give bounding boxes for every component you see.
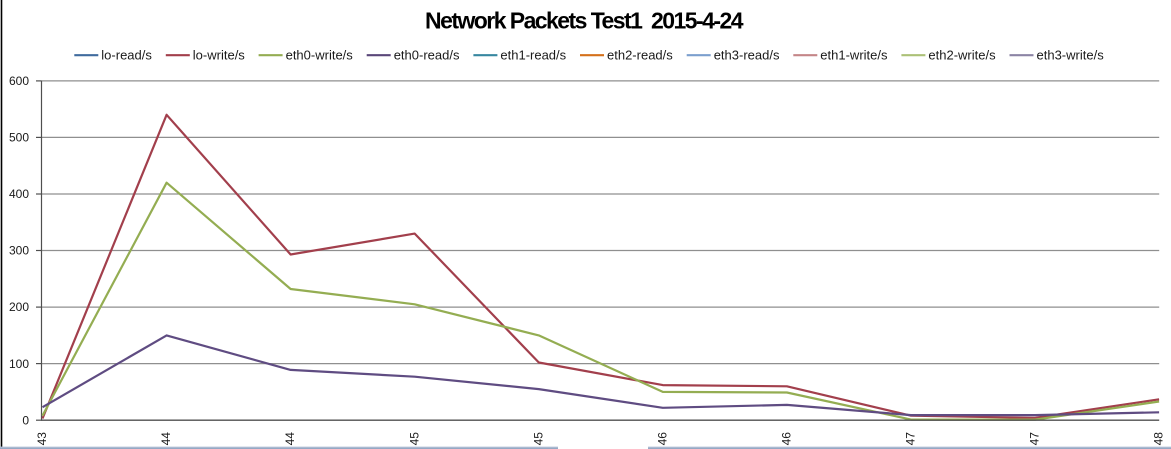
svg-text:100: 100 <box>9 357 29 371</box>
svg-text:44: 44 <box>283 432 297 446</box>
svg-text:eth0-read/s: eth0-read/s <box>394 48 460 63</box>
svg-text:45: 45 <box>407 432 421 446</box>
svg-text:Network Packets Test1 2015-4-: Network Packets Test1 2015-4-24 <box>425 8 744 34</box>
svg-text:47: 47 <box>904 432 918 446</box>
svg-text:500: 500 <box>9 131 29 145</box>
svg-text:48: 48 <box>1152 432 1166 446</box>
svg-text:eth0-write/s: eth0-write/s <box>286 48 354 63</box>
svg-text:46: 46 <box>655 432 669 446</box>
svg-text:300: 300 <box>9 244 29 258</box>
svg-text:44: 44 <box>159 432 173 446</box>
svg-text:eth3-read/s: eth3-read/s <box>714 48 780 63</box>
svg-text:400: 400 <box>9 187 29 201</box>
svg-text:eth1-read/s: eth1-read/s <box>500 48 566 63</box>
svg-text:600: 600 <box>9 74 29 88</box>
svg-text:46: 46 <box>780 432 794 446</box>
svg-text:0: 0 <box>22 413 29 427</box>
svg-text:eth3-write/s: eth3-write/s <box>1037 48 1105 63</box>
svg-text:47: 47 <box>1028 432 1042 446</box>
svg-text:200: 200 <box>9 300 29 314</box>
svg-text:eth1-write/s: eth1-write/s <box>820 48 888 63</box>
svg-text:43: 43 <box>35 432 49 446</box>
svg-text:45: 45 <box>531 432 545 446</box>
svg-text:eth2-write/s: eth2-write/s <box>928 48 996 63</box>
svg-text:lo-read/s: lo-read/s <box>101 48 152 63</box>
svg-text:lo-write/s: lo-write/s <box>193 48 246 63</box>
svg-text:eth2-read/s: eth2-read/s <box>607 48 673 63</box>
